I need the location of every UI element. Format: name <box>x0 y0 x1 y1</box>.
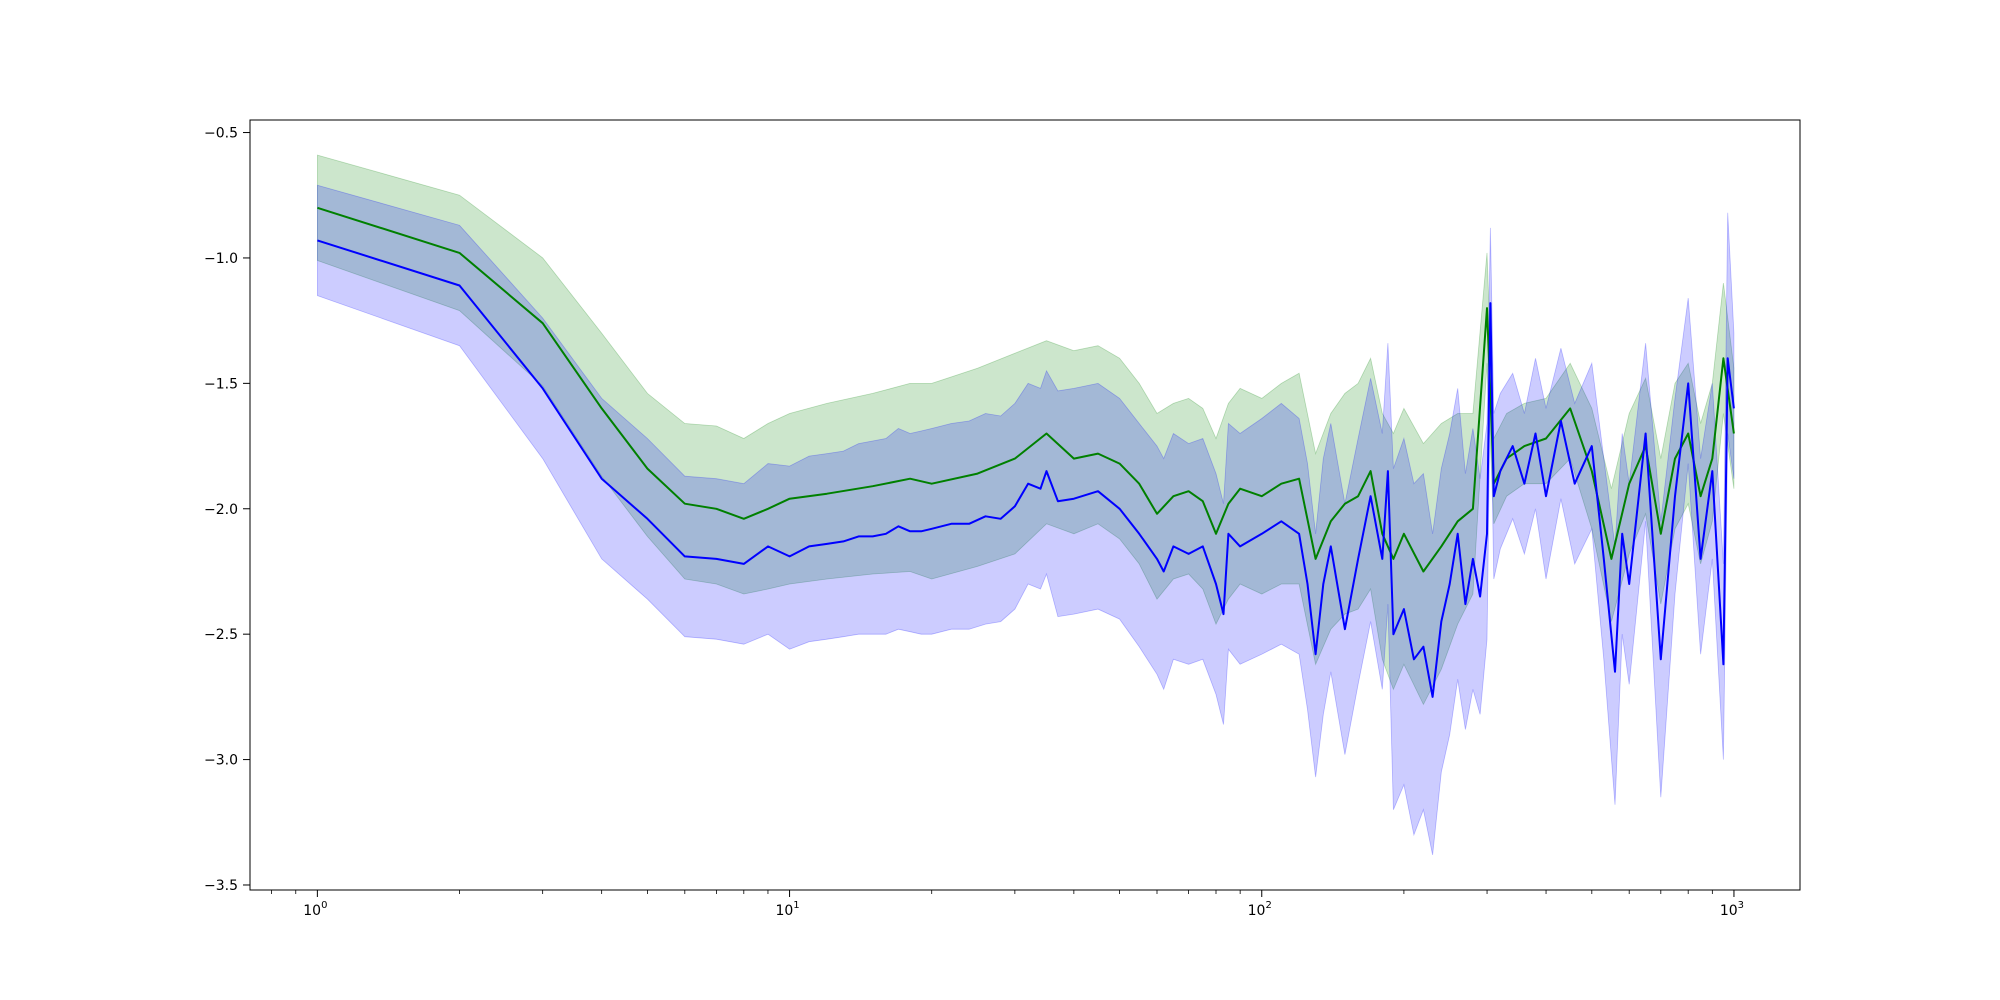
y-tick-label: −2.5 <box>204 627 238 643</box>
y-tick-label: −0.5 <box>204 126 238 142</box>
y-tick-label: −2.0 <box>204 502 238 518</box>
series-2-band <box>317 184 1735 855</box>
y-tick-label: −1.0 <box>204 251 238 267</box>
y-tick-label: −3.0 <box>204 753 238 769</box>
confidence-bands <box>317 154 1735 855</box>
series-1-band <box>317 154 1735 706</box>
plot-frame <box>249 119 1801 891</box>
series-lines <box>317 206 1735 698</box>
y-tick-label: −3.5 <box>204 878 238 894</box>
y-axis: −0.5 −1.0 −1.5 −2.0 −2.5 −3.0 −3.5 <box>204 126 250 894</box>
y-tick-label: −1.5 <box>204 376 238 392</box>
series-2-line <box>317 239 1735 698</box>
